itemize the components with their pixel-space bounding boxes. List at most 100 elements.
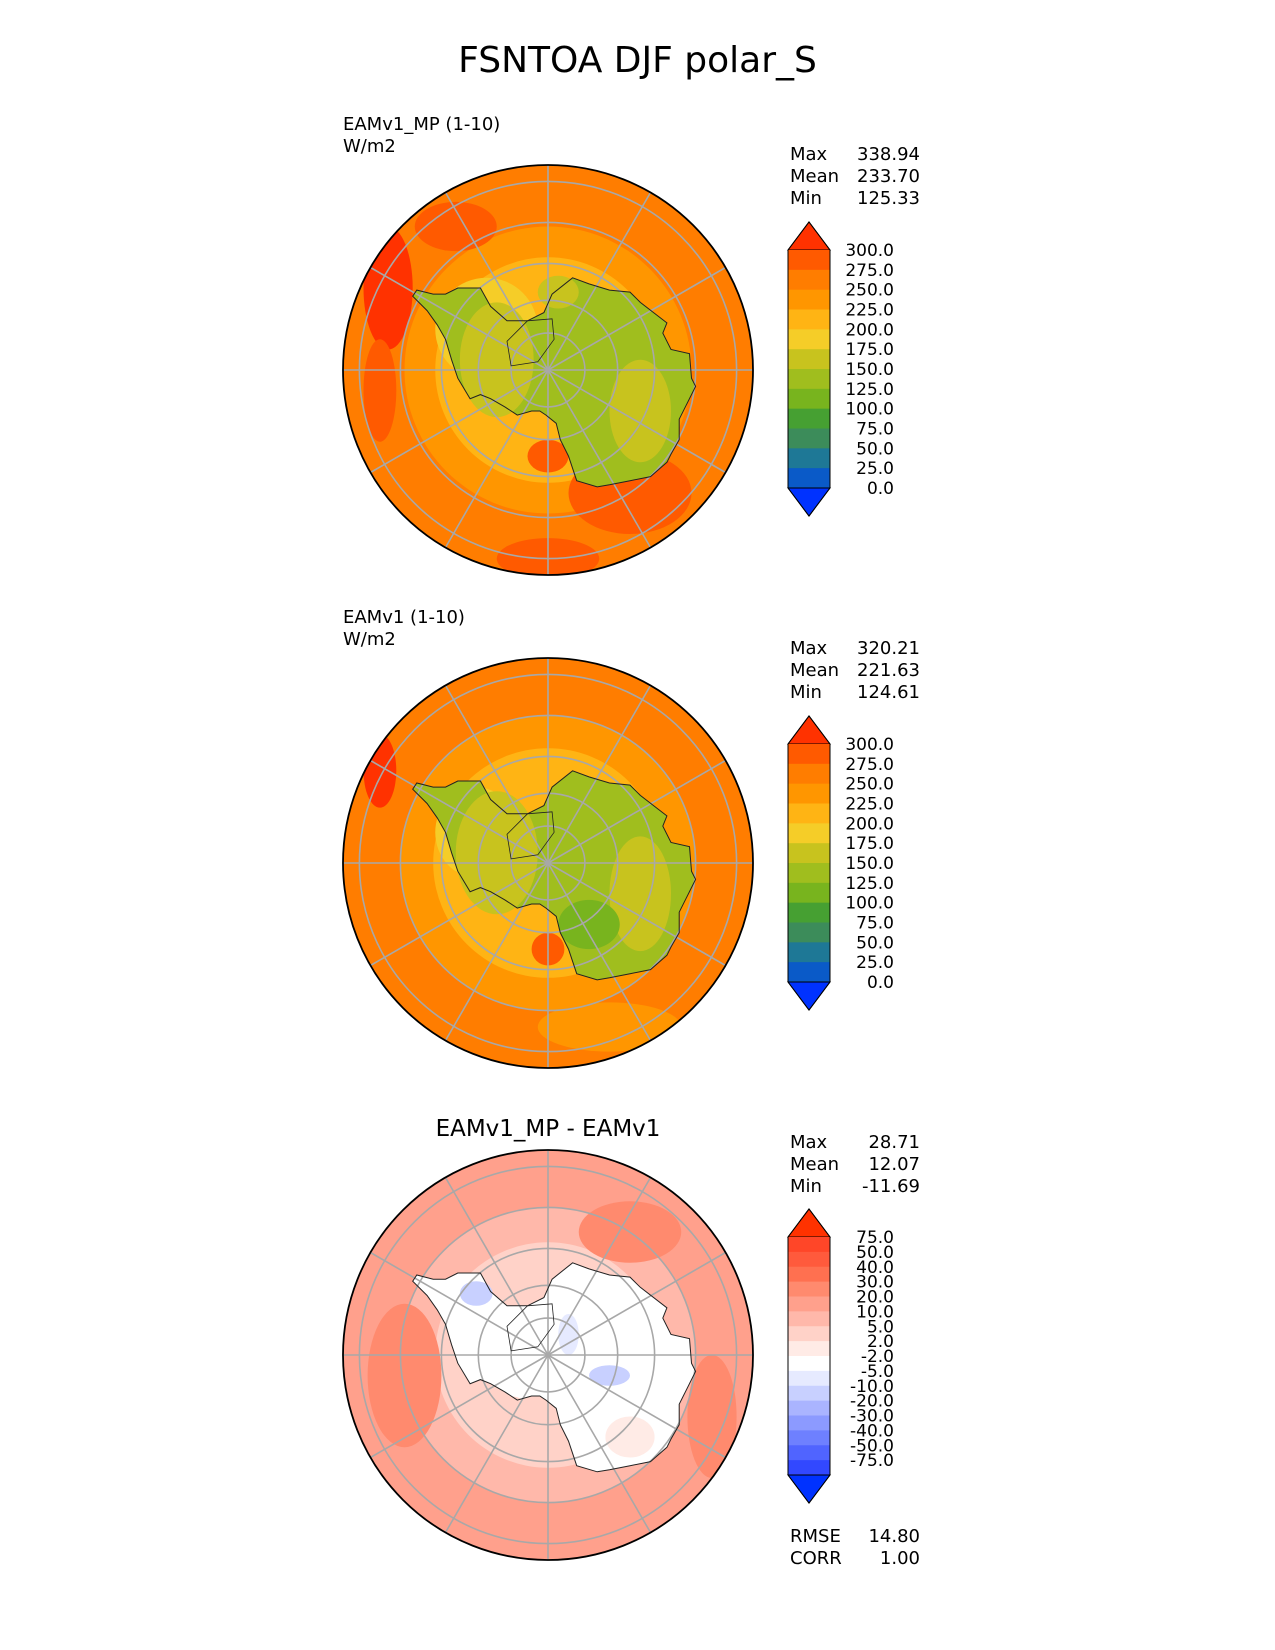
- colorbar-tick-label: 300.0: [845, 241, 894, 261]
- colorbar-segment: [788, 942, 830, 963]
- colorbar-segment: [788, 269, 830, 291]
- land-blob: [605, 1416, 655, 1458]
- colorbar-tick-label: -30.0: [850, 1407, 894, 1427]
- colorbar-tick-label: -40.0: [850, 1421, 894, 1441]
- colorbar-tick-label: -10.0: [850, 1377, 894, 1397]
- panel1-min: 125.33: [857, 188, 920, 209]
- ice-shelf-line: [506, 1303, 555, 1352]
- meridian-line: [547, 1251, 726, 1356]
- main-title: FSNTOA DJF polar_S: [458, 40, 817, 81]
- colorbar-tick-label: 175.0: [845, 834, 894, 854]
- panel3-mean: 12.07: [868, 1154, 920, 1175]
- meridian-line: [547, 1354, 652, 1533]
- colorbar-segment: [788, 922, 830, 943]
- colorbar-segment: [788, 250, 830, 271]
- meridian-line: [547, 1177, 652, 1356]
- colorbar-tick-label: 50.0: [856, 1243, 894, 1263]
- colorbar-extend-min: [787, 981, 831, 1011]
- colorbar-outline: [787, 221, 831, 517]
- colorbar-segment: [788, 1326, 830, 1342]
- land-blob: [589, 1365, 630, 1386]
- colorbar-segment: [788, 783, 830, 804]
- colorbar-segment: [788, 1281, 830, 1297]
- colorbar-segment: [788, 1341, 830, 1357]
- rmse-label: RMSE: [790, 1526, 841, 1547]
- colorbar-segment: [788, 468, 830, 489]
- colorbar-tick-label: 50.0: [856, 439, 894, 459]
- meridian-line: [370, 862, 549, 967]
- stat-mean-label: Mean: [790, 1154, 840, 1175]
- colorbar-segment: [788, 863, 830, 884]
- colorbar-tick-label: 300.0: [845, 735, 894, 755]
- colorbar-outline: [787, 715, 831, 1011]
- colorbar-tick-label: 200.0: [845, 814, 894, 834]
- field-blob: [367, 1303, 442, 1448]
- colorbar-tick-label: 75.0: [856, 420, 894, 440]
- colorbar-segment: [788, 1415, 830, 1431]
- colorbar-tick-label: -75.0: [850, 1451, 894, 1471]
- map-field: [343, 658, 753, 1068]
- colorbar-tick-label: 0.0: [867, 973, 894, 993]
- colorbar-segment: [788, 1311, 830, 1327]
- colorbar-segment: [788, 349, 830, 370]
- colorbar-segment: [788, 1356, 830, 1372]
- land-blob: [609, 359, 671, 463]
- panel3-max: 28.71: [868, 1132, 920, 1153]
- meridian-line: [547, 369, 652, 548]
- coastline: [412, 1262, 697, 1473]
- meridian-line: [370, 1354, 549, 1459]
- map-boundary: [342, 1149, 754, 1561]
- colorbar-segment: [788, 309, 830, 330]
- colorbar-tick-label: 175.0: [845, 340, 894, 360]
- colorbar-tick-label: 100.0: [845, 894, 894, 914]
- corr-label: CORR: [790, 1548, 842, 1569]
- colorbar-tick-label: 150.0: [845, 360, 894, 380]
- colorbar-tick-label: 20.0: [856, 1288, 894, 1308]
- colorbar-segment: [788, 763, 830, 785]
- field-blob: [414, 201, 497, 252]
- meridian-line: [547, 862, 726, 967]
- colorbar-1: 300.0275.0250.0225.0200.0175.0150.0125.0…: [787, 221, 894, 517]
- meridian-line: [547, 759, 726, 864]
- polar-map-3: [342, 1149, 754, 1561]
- panel1-mean: 233.70: [857, 166, 920, 187]
- polar-map-2: [342, 657, 754, 1069]
- colorbar-extend-min: [787, 487, 831, 517]
- colorbar-tick-label: 50.0: [856, 933, 894, 953]
- colorbar-segment: [788, 902, 830, 923]
- colorbar-outline: [787, 1208, 831, 1504]
- colorbar-extend-max: [787, 1208, 831, 1238]
- panel2-title: EAMv1 (1-10): [343, 607, 465, 628]
- colorbar-tick-label: 75.0: [856, 914, 894, 934]
- colorbar-tick-label: 225.0: [845, 301, 894, 321]
- stat-max-label: Max: [790, 1132, 828, 1153]
- meridian-line: [444, 862, 549, 1041]
- colorbar-segment: [788, 1296, 830, 1312]
- colorbar-tick-label: 30.0: [856, 1273, 894, 1293]
- meridian-line: [370, 266, 549, 371]
- map-field: [343, 165, 753, 575]
- colorbar-segment: [788, 1266, 830, 1283]
- colorbar-segment: [788, 428, 830, 449]
- colorbar-tick-label: 125.0: [845, 380, 894, 400]
- meridian-line: [547, 862, 652, 1041]
- rmse-value: 14.80: [868, 1526, 920, 1547]
- coastline: [412, 770, 697, 981]
- meridian-line: [444, 192, 549, 371]
- meridian-line: [370, 1251, 549, 1356]
- corr-value: 1.00: [879, 1548, 920, 1569]
- colorbar-tick-label: 100.0: [845, 400, 894, 420]
- colorbar-segment: [788, 408, 830, 429]
- colorbar-3: 75.050.040.030.020.010.05.02.0-2.0-5.0-1…: [787, 1208, 894, 1504]
- meridian-line: [547, 266, 726, 371]
- colorbar-segment: [788, 823, 830, 844]
- colorbar-tick-label: 150.0: [845, 854, 894, 874]
- panel3-stats: Max 28.71 Mean 12.07 Min -11.69: [790, 1132, 920, 1198]
- panel2-max: 320.21: [857, 638, 920, 659]
- colorbar-tick-label: 75.0: [856, 1228, 894, 1248]
- colorbar-segment: [788, 882, 830, 904]
- colorbar-segment: [788, 1430, 830, 1446]
- ice-shelf-line: [506, 318, 555, 367]
- panel2-mean: 221.63: [857, 660, 920, 681]
